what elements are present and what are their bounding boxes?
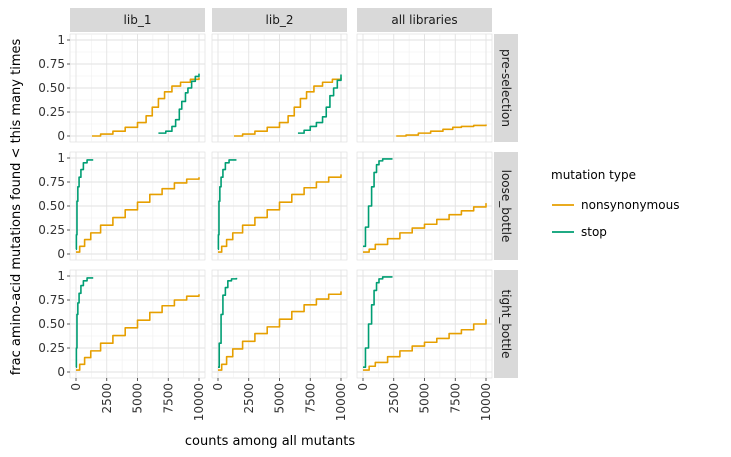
x-tick-label: 7500 bbox=[303, 383, 317, 414]
legend-item-stop: stop bbox=[552, 225, 607, 239]
axes-layer: 0 0.25 0.50 0.75 1 0 0.25 0.50 0.75 1 0 0.25 0.50 0.7… bbox=[38, 33, 493, 421]
y-tick-label: 0.25 bbox=[38, 341, 65, 355]
panel-lib-1-tight-bottle bbox=[69, 269, 206, 379]
facet-strip-label: pre-selection bbox=[499, 49, 513, 127]
y-tick-label: 0.50 bbox=[38, 81, 65, 95]
series-line-nonsynonymous bbox=[396, 124, 487, 137]
series-line-stop bbox=[75, 159, 94, 250]
facet-strip-label: lib_2 bbox=[266, 13, 294, 27]
facet-strip-background bbox=[357, 8, 492, 32]
y-tick-label: 0 bbox=[57, 365, 65, 379]
series-line-stop bbox=[363, 276, 393, 368]
series-line-stop bbox=[75, 277, 94, 368]
series-line-stop bbox=[218, 277, 238, 368]
series-line-stop bbox=[297, 74, 342, 134]
y-tick-label: 0.75 bbox=[38, 57, 65, 71]
series-line-stop bbox=[217, 159, 237, 250]
series-line-nonsynonymous bbox=[233, 77, 342, 137]
panel-all-libraries-loose-bottle bbox=[356, 151, 493, 261]
legend-items: nonsynonymous stop bbox=[552, 198, 679, 239]
facet-strip-background bbox=[494, 34, 518, 142]
y-tick-label: 0.25 bbox=[38, 223, 65, 237]
facet-strip-background bbox=[70, 8, 205, 32]
facet-strip-all-libraries: all libraries bbox=[357, 8, 492, 32]
series-line-stop bbox=[363, 158, 393, 248]
y-tick-label: 0.75 bbox=[38, 175, 65, 189]
legend-item-nonsynonymous: nonsynonymous bbox=[552, 198, 679, 212]
facet-strip-lib-1: lib_1 bbox=[70, 8, 205, 32]
x-tick-label: 2500 bbox=[242, 383, 256, 414]
y-tick-label: 1 bbox=[57, 269, 65, 283]
panel-lib-2-pre-selection bbox=[211, 33, 348, 143]
series-line-nonsynonymous bbox=[91, 77, 200, 137]
y-tick-label: 1 bbox=[57, 33, 65, 47]
facet-strip-label: loose_bottle bbox=[499, 170, 513, 243]
series-line-nonsynonymous bbox=[363, 319, 487, 371]
strips-layer: lib_1 lib_2 all libraries pre-selection loos… bbox=[70, 8, 518, 378]
series-line-nonsynonymous bbox=[76, 294, 200, 371]
panel-lib-2-loose-bottle bbox=[211, 151, 348, 261]
facet-strip-label: all libraries bbox=[391, 13, 457, 27]
legend-title: mutation type bbox=[551, 168, 636, 182]
x-tick-label: 0 bbox=[211, 383, 225, 391]
x-tick-label: 2500 bbox=[387, 383, 401, 414]
x-tick-label: 5000 bbox=[273, 383, 287, 414]
facet-strip-tight-bottle: tight_bottle bbox=[494, 270, 518, 378]
y-tick-label: 1 bbox=[57, 151, 65, 165]
x-tick-label: 7500 bbox=[161, 383, 175, 414]
x-axis-title: counts among all mutants bbox=[185, 434, 355, 449]
x-tick-label: 5000 bbox=[131, 383, 145, 414]
x-tick-label: 2500 bbox=[100, 383, 114, 414]
facet-strip-label: tight_bottle bbox=[499, 289, 513, 358]
panel-lib-1-pre-selection bbox=[69, 33, 206, 143]
x-tick-label: 0 bbox=[356, 383, 370, 391]
legend-label: nonsynonymous bbox=[581, 198, 679, 212]
x-tick-label: 10000 bbox=[334, 383, 348, 421]
panel-lib-1-loose-bottle bbox=[69, 151, 206, 261]
y-axis-title: frac amino-acid mutations found < this m… bbox=[9, 39, 24, 376]
facet-strip-lib-2: lib_2 bbox=[212, 8, 347, 32]
panel-all-libraries-pre-selection bbox=[356, 33, 493, 143]
facet-strip-pre-selection: pre-selection bbox=[494, 34, 518, 142]
x-tick-label: 7500 bbox=[448, 383, 462, 414]
facet-strip-loose-bottle: loose_bottle bbox=[494, 152, 518, 260]
series-line-stop bbox=[158, 73, 200, 134]
y-tick-label: 0.75 bbox=[38, 293, 65, 307]
facet-strip-background bbox=[494, 152, 518, 260]
panel-all-libraries-tight-bottle bbox=[356, 269, 493, 379]
y-tick-label: 0.50 bbox=[38, 199, 65, 213]
x-tick-label: 10000 bbox=[192, 383, 206, 421]
legend: mutation type nonsynonymous stop bbox=[551, 168, 679, 239]
series-line-nonsynonymous bbox=[218, 291, 342, 371]
facet-strip-background bbox=[494, 270, 518, 378]
x-tick-label: 5000 bbox=[418, 383, 432, 414]
y-tick-label: 0.25 bbox=[38, 105, 65, 119]
panels-layer bbox=[69, 33, 493, 379]
x-tick-label: 10000 bbox=[479, 383, 493, 421]
series-line-nonsynonymous bbox=[363, 203, 487, 253]
series-line-nonsynonymous bbox=[76, 177, 200, 253]
y-tick-label: 0 bbox=[57, 129, 65, 143]
y-tick-label: 0.50 bbox=[38, 317, 65, 331]
legend-label: stop bbox=[581, 225, 607, 239]
panel-lib-2-tight-bottle bbox=[211, 269, 348, 379]
series-line-nonsynonymous bbox=[218, 174, 342, 253]
facet-strip-label: lib_1 bbox=[124, 13, 152, 27]
facet-strip-background bbox=[212, 8, 347, 32]
y-tick-label: 0 bbox=[57, 247, 65, 261]
x-tick-label: 0 bbox=[69, 383, 83, 391]
